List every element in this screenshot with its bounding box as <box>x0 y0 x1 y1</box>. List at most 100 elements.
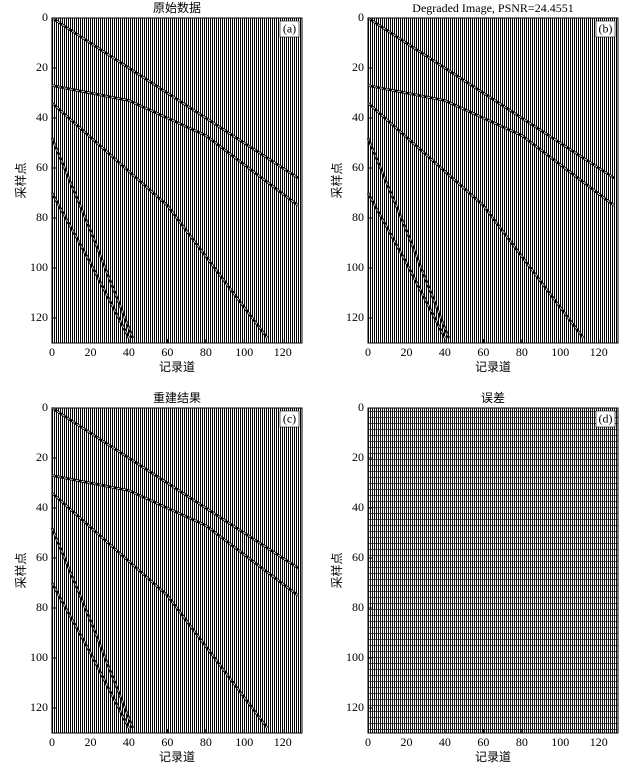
y-tick-label: 80 <box>36 600 48 614</box>
y-tick-label: 60 <box>36 550 48 564</box>
x-tick-label: 0 <box>365 735 371 749</box>
y-tick-label: 40 <box>36 110 48 124</box>
y-tick-label: 100 <box>30 260 48 274</box>
y-tick-label: 60 <box>36 160 48 174</box>
x-tick-label: 100 <box>551 345 569 359</box>
y-tick-label: 120 <box>30 700 48 714</box>
x-axis-label: 记录道 <box>475 750 511 764</box>
x-tick-label: 20 <box>400 735 412 749</box>
y-tick-label: 100 <box>346 650 364 664</box>
y-tick-label: 80 <box>352 210 364 224</box>
x-tick-label: 0 <box>49 735 55 749</box>
event-line-highlight <box>51 492 268 729</box>
panel-label-box <box>279 20 300 38</box>
x-tick-label: 120 <box>590 345 608 359</box>
panel-label-box <box>595 20 616 38</box>
y-tick-label: 80 <box>352 600 364 614</box>
y-tick-label: 100 <box>346 260 364 274</box>
x-tick-label: 80 <box>516 735 528 749</box>
x-tick-label: 60 <box>161 735 173 749</box>
y-tick-label: 0 <box>358 400 364 414</box>
y-tick-label: 20 <box>352 60 364 74</box>
y-tick-label: 20 <box>36 450 48 464</box>
x-tick-label: 120 <box>590 735 608 749</box>
panel-title: 误差 <box>481 391 505 405</box>
trace-texture <box>368 408 618 733</box>
y-tick-label: 20 <box>352 450 364 464</box>
y-tick-label: 0 <box>358 10 364 24</box>
x-tick-label: 20 <box>400 345 412 359</box>
y-tick-label: 120 <box>346 700 364 714</box>
y-tick-label: 0 <box>42 10 48 24</box>
y-tick-label: 0 <box>42 400 48 414</box>
x-tick-label: 60 <box>161 345 173 359</box>
x-axis-label: 记录道 <box>159 360 195 374</box>
y-tick-label: 120 <box>346 310 364 324</box>
plot-frame <box>51 407 303 734</box>
event-line-highlight <box>367 102 584 339</box>
y-tick-label: 40 <box>36 500 48 514</box>
x-tick-label: 80 <box>200 735 212 749</box>
y-tick-label: 40 <box>352 110 364 124</box>
x-tick-label: 40 <box>123 345 135 359</box>
panel-label-box <box>279 410 300 428</box>
event-line-highlight <box>51 17 299 179</box>
x-axis-label: 记录道 <box>475 360 511 374</box>
x-tick-label: 120 <box>274 735 292 749</box>
y-tick-label: 80 <box>36 210 48 224</box>
event-line <box>50 527 134 729</box>
y-tick-label: 20 <box>36 60 48 74</box>
x-axis-label: 记录道 <box>159 750 195 764</box>
event-line-highlight <box>51 475 299 596</box>
trace-texture <box>52 408 302 733</box>
plot-frame <box>51 17 303 344</box>
x-tick-label: 100 <box>551 735 569 749</box>
x-tick-label: 80 <box>516 345 528 359</box>
x-tick-label: 40 <box>439 735 451 749</box>
y-axis-label: 采样点 <box>13 162 28 198</box>
y-tick-label: 60 <box>352 550 364 564</box>
y-tick-label: 60 <box>352 160 364 174</box>
x-tick-label: 20 <box>84 735 96 749</box>
x-tick-label: 0 <box>49 345 55 359</box>
x-tick-label: 40 <box>439 345 451 359</box>
y-tick-label: 120 <box>30 310 48 324</box>
event-line <box>50 137 134 339</box>
x-tick-label: 100 <box>235 735 253 749</box>
trace-texture <box>52 18 302 343</box>
y-tick-label: 40 <box>352 500 364 514</box>
panel-title: 原始数据 <box>153 0 201 15</box>
y-axis-label: 采样点 <box>329 162 344 198</box>
x-tick-label: 60 <box>477 735 489 749</box>
x-tick-label: 20 <box>84 345 96 359</box>
event-line-highlight <box>51 407 299 569</box>
event-line-highlight <box>51 582 130 729</box>
x-tick-label: 40 <box>123 735 135 749</box>
panel-label: (c) <box>283 411 296 425</box>
event-line-highlight <box>367 192 446 339</box>
event-line-highlight <box>51 85 299 206</box>
panel-label: (b) <box>599 21 613 35</box>
x-tick-label: 100 <box>235 345 253 359</box>
event-line-highlight <box>367 85 615 206</box>
panel-title: 重建结果 <box>153 391 201 405</box>
y-tick-label: 100 <box>30 650 48 664</box>
panel-title: Degraded Image, PSNR=24.4551 <box>412 1 573 15</box>
event-line <box>366 137 450 339</box>
y-axis-label: 采样点 <box>13 552 28 588</box>
event-line-highlight <box>367 17 615 179</box>
x-tick-label: 120 <box>274 345 292 359</box>
plot-frame <box>367 407 619 734</box>
event-line-highlight <box>51 102 268 339</box>
x-tick-label: 60 <box>477 345 489 359</box>
x-tick-label: 0 <box>365 345 371 359</box>
plot-frame <box>367 17 619 344</box>
panel-label: (a) <box>283 21 296 35</box>
event-line-highlight <box>51 192 130 339</box>
x-tick-label: 80 <box>200 345 212 359</box>
trace-texture <box>368 18 618 343</box>
panel-label-box <box>595 410 616 428</box>
panel-label: (d) <box>599 411 613 425</box>
